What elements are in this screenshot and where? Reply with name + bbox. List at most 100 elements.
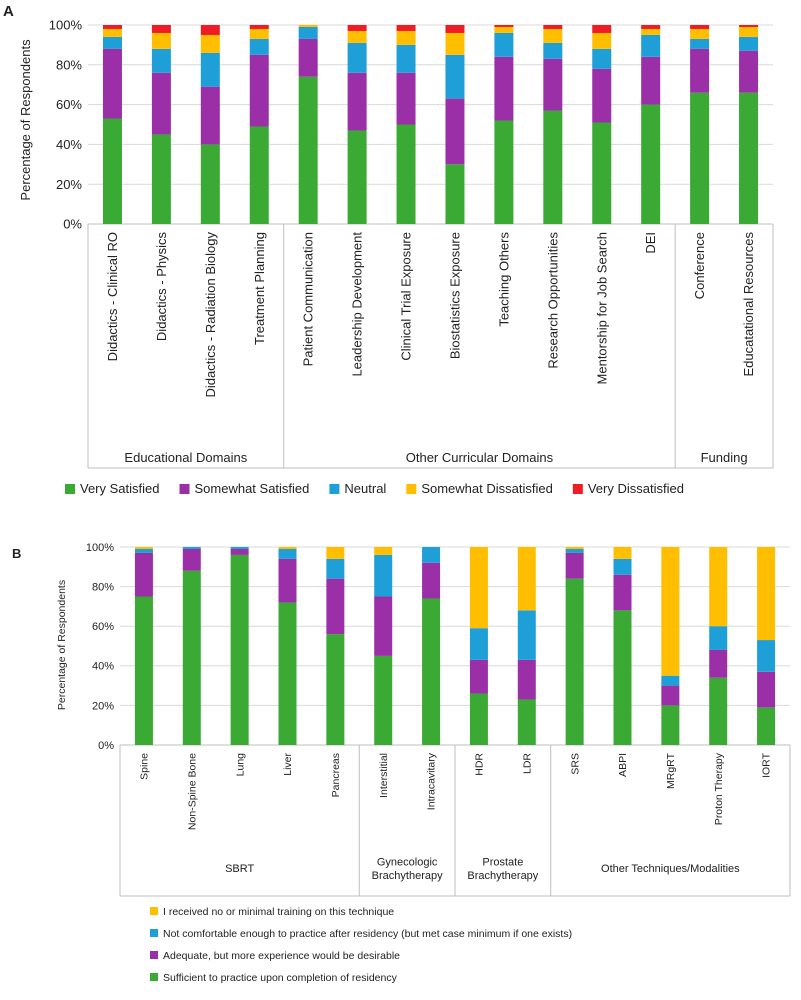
bar-segment bbox=[565, 552, 584, 579]
bar-segment bbox=[641, 56, 661, 105]
panel-b-label: B bbox=[12, 546, 21, 561]
category-label: Liver bbox=[282, 753, 294, 776]
bar-segment bbox=[102, 48, 122, 119]
bar-segment bbox=[151, 32, 171, 49]
bar-segment bbox=[182, 570, 201, 745]
bar-segment bbox=[661, 705, 680, 745]
bar-segment bbox=[543, 28, 563, 43]
bar-segment bbox=[661, 547, 680, 676]
bar-segment bbox=[134, 548, 153, 553]
bar-segment bbox=[347, 72, 367, 131]
bar-segment bbox=[445, 32, 465, 55]
legend-swatch bbox=[406, 484, 417, 494]
bar-segment bbox=[613, 574, 632, 611]
bar-segment bbox=[249, 25, 269, 29]
bar-segment bbox=[200, 86, 220, 145]
bar-segment bbox=[374, 554, 393, 597]
y-tick-label: 60% bbox=[92, 621, 114, 633]
bar-segment bbox=[374, 596, 393, 656]
y-tick-label: 40% bbox=[56, 137, 82, 152]
panel-a-label: A bbox=[3, 3, 14, 20]
bar-segment bbox=[445, 98, 465, 165]
legend-swatch bbox=[572, 484, 583, 494]
bar-segment bbox=[757, 671, 776, 708]
bar-segment bbox=[757, 707, 776, 745]
bar-segment bbox=[739, 50, 759, 93]
bar-segment bbox=[102, 36, 122, 49]
category-label: Conference bbox=[692, 232, 707, 299]
bar-segment bbox=[592, 25, 612, 33]
bar-segment bbox=[102, 118, 122, 224]
category-label: LDR bbox=[521, 753, 533, 774]
y-tick-label: 0% bbox=[63, 217, 82, 232]
bar-segment bbox=[494, 25, 514, 27]
bar-segment bbox=[396, 72, 416, 125]
bar-segment bbox=[469, 693, 488, 745]
bar-segment bbox=[757, 547, 776, 641]
legend-label: Somewhat Dissatisfied bbox=[421, 481, 553, 496]
bar-segment bbox=[517, 699, 536, 745]
legend-label: Not comfortable enough to practice after… bbox=[163, 928, 572, 940]
bar-segment bbox=[709, 626, 728, 650]
bar-segment bbox=[469, 628, 488, 660]
category-label: Patient Communication bbox=[301, 232, 316, 366]
legend-label: Somewhat Satisfied bbox=[195, 481, 310, 496]
bar-segment bbox=[298, 38, 318, 77]
bar-segment bbox=[200, 52, 220, 87]
bar-segment bbox=[151, 134, 171, 224]
bar-segment bbox=[517, 659, 536, 700]
bar-segment bbox=[326, 558, 345, 579]
bar-segment bbox=[151, 25, 171, 33]
y-tick-label: 0% bbox=[98, 740, 114, 752]
group-label: Educational Domains bbox=[124, 450, 247, 465]
bar-segment bbox=[249, 126, 269, 224]
chart-a: A 0% 20% 40% 60% 80% 100% Percentage of Respo… bbox=[3, 3, 774, 496]
bar-segment bbox=[347, 42, 367, 73]
bar-segment bbox=[200, 144, 220, 224]
bar-segment bbox=[494, 32, 514, 57]
bar-segment bbox=[249, 38, 269, 55]
category-label: SRS bbox=[569, 753, 581, 775]
bar-segment bbox=[494, 120, 514, 224]
legend-swatch bbox=[329, 484, 340, 494]
bar-segment bbox=[102, 28, 122, 37]
bar-segment bbox=[739, 26, 759, 37]
category-label: HDR bbox=[474, 753, 486, 776]
category-label: Teaching Others bbox=[496, 232, 511, 327]
bar-segment bbox=[347, 30, 367, 43]
bar-segment bbox=[298, 25, 318, 27]
y-tick-label: 60% bbox=[56, 97, 82, 112]
y-tick-label: 20% bbox=[56, 177, 82, 192]
legend-label: I received no or minimal training on thi… bbox=[163, 906, 394, 918]
bar-segment bbox=[592, 48, 612, 69]
bar-segment bbox=[661, 685, 680, 706]
bar-segment bbox=[347, 130, 367, 224]
legend-swatch bbox=[150, 973, 158, 981]
bar-segment bbox=[422, 598, 441, 745]
category-label: Pancreas bbox=[330, 753, 342, 797]
chart-b: B 0% 20% 40% 60% 80% 100% Percentage of Respo… bbox=[12, 542, 791, 984]
bar-segment bbox=[543, 25, 563, 29]
bar-segment bbox=[230, 554, 249, 745]
bar-segment bbox=[739, 25, 759, 27]
bar-segment bbox=[690, 48, 710, 93]
bar-segment bbox=[230, 548, 249, 555]
bar-segment bbox=[592, 32, 612, 49]
bar-segment bbox=[709, 649, 728, 678]
bar-segment bbox=[102, 25, 122, 29]
bar-segment bbox=[709, 677, 728, 745]
category-label: Didactics - Clinical RO bbox=[105, 232, 120, 361]
bar-segment bbox=[739, 92, 759, 224]
bar-segment bbox=[543, 42, 563, 59]
bar-segment bbox=[469, 659, 488, 694]
bar-segment bbox=[690, 25, 710, 29]
category-label: Proton Therapy bbox=[713, 752, 725, 825]
bar-segment bbox=[613, 547, 632, 559]
bar-segment bbox=[757, 640, 776, 672]
category-label: Intracavitary bbox=[426, 752, 438, 810]
bar-segment bbox=[641, 25, 661, 29]
bar-segment bbox=[182, 548, 201, 571]
bar-segment bbox=[347, 25, 367, 31]
bar-segment bbox=[278, 548, 297, 559]
bar-segment bbox=[469, 547, 488, 629]
